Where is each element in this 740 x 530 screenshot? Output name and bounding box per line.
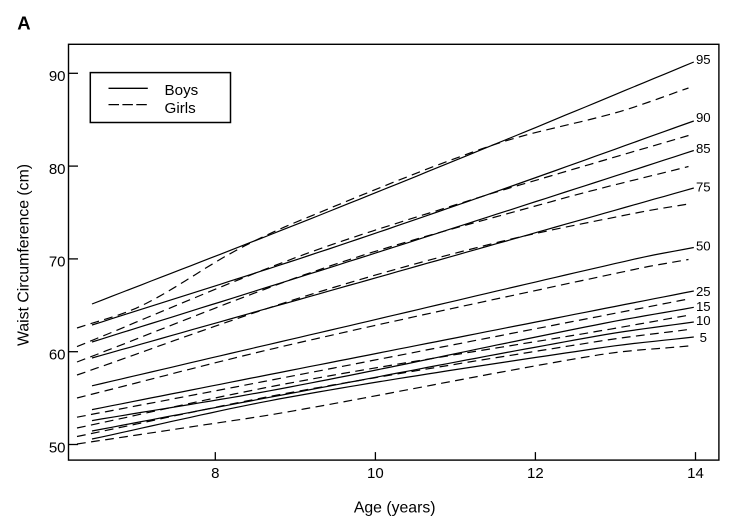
svg-text:10: 10: [696, 313, 711, 328]
svg-text:15: 15: [696, 299, 711, 314]
svg-text:12: 12: [527, 465, 544, 482]
svg-text:80: 80: [49, 161, 66, 178]
svg-text:10: 10: [367, 465, 384, 482]
svg-text:90: 90: [49, 68, 66, 85]
svg-text:85: 85: [696, 141, 711, 156]
svg-text:14: 14: [687, 465, 704, 482]
svg-text:Boys: Boys: [165, 82, 199, 99]
svg-text:90: 90: [696, 110, 711, 125]
svg-text:60: 60: [49, 347, 66, 364]
svg-text:25: 25: [696, 284, 711, 299]
svg-text:95: 95: [696, 52, 711, 67]
svg-text:8: 8: [211, 465, 219, 482]
svg-text:A: A: [17, 13, 30, 34]
svg-text:Girls: Girls: [165, 100, 197, 117]
svg-text:50: 50: [696, 239, 711, 254]
svg-text:Age (years): Age (years): [354, 499, 436, 516]
svg-text:70: 70: [49, 254, 66, 271]
svg-text:Waist Circumference (cm): Waist Circumference (cm): [16, 164, 33, 346]
svg-text:75: 75: [696, 179, 711, 194]
svg-text:5: 5: [700, 330, 707, 345]
svg-text:50: 50: [49, 439, 66, 456]
